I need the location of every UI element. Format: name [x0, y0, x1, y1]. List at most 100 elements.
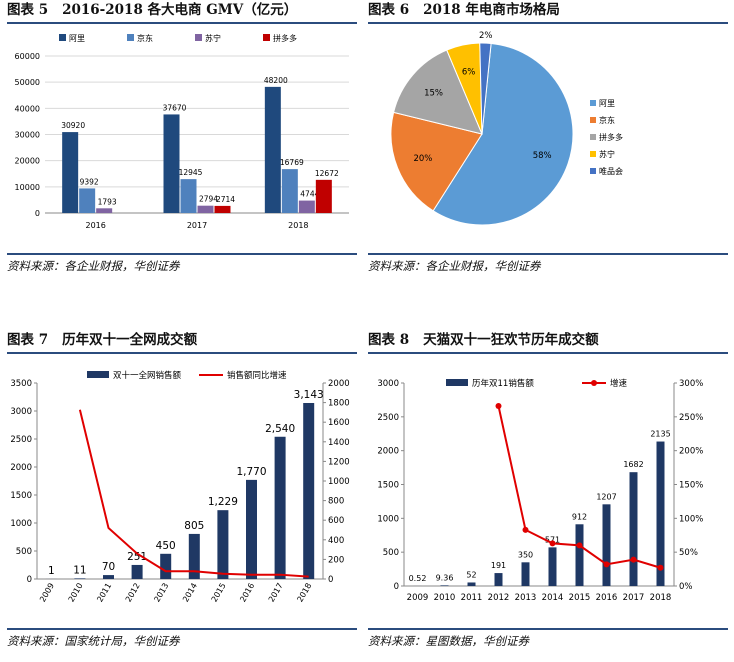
- figure-6-panel: 图表 6 2018 年电商市场格局 58% 20% 15% 6% 2% 阿里 京东 拼多多 苏宁唯…: [368, 0, 728, 278]
- pie-label: 2%: [479, 31, 493, 41]
- bar-京东: [180, 179, 197, 213]
- y-tick-label-right: 100%: [679, 514, 703, 524]
- legend-label: 苏宁: [599, 149, 615, 159]
- figure-6-label: 图表 6: [368, 2, 410, 18]
- y-tick-label-right: 1600: [328, 418, 350, 428]
- data-label: 9392: [80, 177, 99, 186]
- x-tick-label: 2017: [267, 582, 285, 604]
- bar-苏宁: [96, 208, 113, 213]
- legend-swatch: [263, 34, 270, 41]
- figure-7-title: 图表 7 历年双十一全网成交额: [7, 330, 357, 350]
- bar: [246, 479, 257, 579]
- y-tick-label-left: 0: [27, 575, 32, 585]
- legend-label: 历年双11销售额: [472, 378, 534, 389]
- bar-苏宁: [298, 200, 315, 213]
- data-label: 0.52: [409, 574, 427, 583]
- figure-8-title: 图表 8 天猫双十一狂欢节历年成交额: [368, 330, 728, 350]
- bar: [303, 402, 315, 579]
- x-tick-label: 2010: [434, 593, 456, 603]
- y-tick-label-left: 1500: [10, 491, 32, 501]
- x-tick-label: 2009: [407, 593, 429, 603]
- figure-5-panel: 图表 5 2016-2018 各大电商 GMV（亿元） 0 10000 20000 30…: [7, 0, 357, 278]
- y-tick-label-right: 250%: [679, 413, 703, 423]
- figure-5-label: 图表 5: [7, 2, 49, 18]
- figure-8-chart: 0 500 1000 1500 2000 2500 3000 0% 50% 100% 150% 200…: [377, 378, 703, 603]
- figure-7-label: 图表 7: [7, 332, 49, 348]
- bar: [188, 533, 200, 579]
- figure-6-source: 资料来源：各企业财报，华创证券: [368, 259, 541, 273]
- legend-swatch: [87, 371, 109, 378]
- data-label: 3,143: [294, 389, 324, 401]
- bar-苏宁: [197, 205, 214, 213]
- bar-京东: [281, 169, 298, 213]
- data-label: 2794: [199, 195, 218, 204]
- data-label: 912: [572, 512, 587, 521]
- legend-swatch: [590, 100, 596, 106]
- line-marker: [576, 542, 583, 549]
- x-tick-label: 2017: [623, 593, 645, 603]
- figure-6-top-rule: [368, 22, 728, 24]
- legend-label: 拼多多: [599, 132, 623, 142]
- line-marker: [495, 403, 502, 410]
- y-tick-label-right: 150%: [679, 481, 703, 491]
- data-label: 2,540: [265, 423, 295, 435]
- line-marker: [522, 526, 529, 533]
- bar: [467, 582, 476, 586]
- figure-7-chart: 0 500 1000 1500 2000 2500 3000 3500 0 200 400 600 80…: [10, 370, 350, 604]
- bar-京东: [79, 188, 96, 213]
- y-tick-label-left: 2000: [10, 463, 32, 473]
- bar-拼多多: [214, 205, 231, 213]
- pie-label: 58%: [533, 151, 552, 161]
- data-label: 1: [48, 565, 55, 577]
- y-tick-label-right: 1000: [328, 477, 350, 487]
- legend-swatch: [127, 34, 134, 41]
- line-marker: [657, 564, 664, 571]
- data-label: 48200: [264, 76, 288, 85]
- x-tick-label: 2013: [152, 582, 170, 604]
- data-label: 12945: [179, 168, 203, 177]
- y-tick-label-left: 1500: [377, 481, 399, 491]
- x-tick-label: 2018: [295, 582, 313, 604]
- figure-5-top-rule: [7, 22, 357, 24]
- y-tick-label-right: 600: [328, 516, 344, 526]
- bar: [656, 441, 665, 586]
- bar: [131, 564, 143, 579]
- figure-5-title-text: 2016-2018 各大电商 GMV（亿元）: [62, 2, 298, 18]
- y-tick-label-right: 300%: [679, 379, 703, 389]
- data-label: 70: [102, 561, 115, 573]
- legend-label: 阿里: [599, 99, 615, 108]
- data-label: 30920: [61, 121, 85, 130]
- x-tick-label: 2014: [542, 593, 564, 603]
- bar: [217, 510, 229, 579]
- legend-swatch: [590, 117, 596, 123]
- figure-6-title: 图表 6 2018 年电商市场格局: [368, 0, 728, 20]
- y-tick-label: 60000: [15, 52, 40, 61]
- figure-8-top-rule: [368, 352, 728, 354]
- x-tick-label: 2009: [38, 582, 56, 604]
- x-tick-label: 2016: [238, 582, 256, 604]
- figure-8-panel: 图表 8 天猫双十一狂欢节历年成交额 0 500 1000 1500 2000 2500 30…: [368, 330, 728, 655]
- y-tick-label: 20000: [15, 157, 40, 166]
- x-tick-label: 2016: [85, 221, 105, 230]
- y-tick-label-right: 1800: [328, 399, 350, 409]
- x-tick-label: 2013: [515, 593, 537, 603]
- y-tick-label-left: 1000: [10, 519, 32, 529]
- figure-6-title-text: 2018 年电商市场格局: [423, 2, 560, 18]
- x-tick-label: 2011: [95, 582, 113, 604]
- data-label: 2714: [216, 195, 235, 204]
- y-tick-label-right: 800: [328, 497, 344, 507]
- legend-label: 阿里: [69, 34, 85, 43]
- y-tick-label-left: 3000: [377, 379, 399, 389]
- y-tick-label-left: 1000: [377, 514, 399, 524]
- bar: [575, 524, 584, 586]
- figure-5-bottom-rule: [7, 253, 357, 255]
- legend-label: 京东: [137, 33, 153, 43]
- y-tick-label: 40000: [15, 104, 40, 113]
- pie-slice-阿里: [432, 42, 574, 226]
- bar: [160, 553, 172, 579]
- y-tick-label-left: 500: [16, 547, 32, 557]
- pie-label: 6%: [462, 68, 476, 78]
- y-tick-label-left: 3000: [10, 407, 32, 417]
- bar: [494, 573, 503, 586]
